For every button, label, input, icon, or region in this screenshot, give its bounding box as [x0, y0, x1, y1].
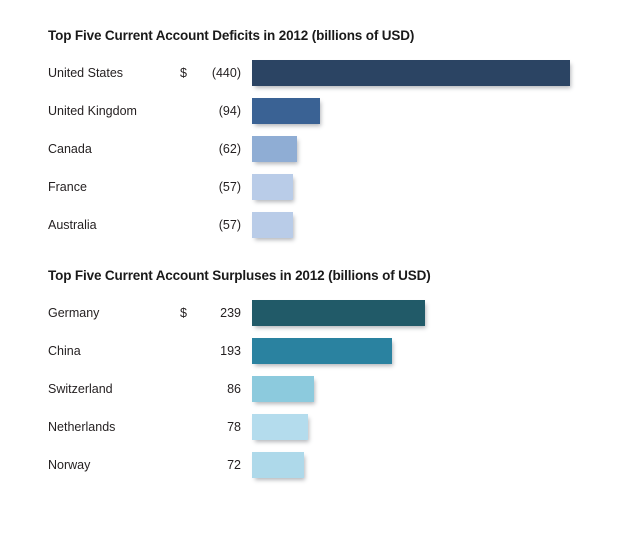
bar-united-states — [252, 60, 570, 86]
row-value: 86 — [227, 382, 241, 396]
bar-track — [252, 338, 617, 364]
row-label: Germany — [48, 306, 100, 320]
row-value: (440) — [211, 66, 241, 80]
bar-track — [252, 414, 617, 440]
table-row: China 193 — [0, 332, 623, 370]
row-label: Canada — [48, 142, 92, 156]
surpluses-rows: Germany $ 239 China 193 Switzerland 86 — [0, 294, 623, 484]
row-value: 239 — [220, 306, 241, 320]
table-row: France (57) — [0, 168, 623, 206]
deficits-section-title: Top Five Current Account Deficits in 201… — [48, 28, 415, 43]
table-row: Norway 72 — [0, 446, 623, 484]
row-label: China — [48, 344, 81, 358]
surpluses-section-title: Top Five Current Account Surpluses in 20… — [48, 268, 431, 283]
row-label: Netherlands — [48, 420, 116, 434]
bar-germany — [252, 300, 425, 326]
row-label: Norway — [48, 458, 91, 472]
bar-australia — [252, 212, 294, 238]
table-row: Switzerland 86 — [0, 370, 623, 408]
bar-track — [252, 300, 617, 326]
table-row: United States $ (440) — [0, 54, 623, 92]
bar-track — [252, 212, 617, 238]
row-value: (57) — [218, 180, 241, 194]
bar-united-kingdom — [252, 98, 320, 124]
bar-track — [252, 136, 617, 162]
row-value: (57) — [218, 218, 241, 232]
bar-track — [252, 376, 617, 402]
row-currency-symbol: $ — [180, 306, 187, 320]
bar-track — [252, 60, 617, 86]
row-label: United States — [48, 66, 124, 80]
bar-china — [252, 338, 392, 364]
bar-canada — [252, 136, 297, 162]
row-value: 78 — [227, 420, 241, 434]
row-label: Australia — [48, 218, 97, 232]
row-value: (94) — [218, 104, 241, 118]
bar-track — [252, 98, 617, 124]
row-label: Switzerland — [48, 382, 113, 396]
row-value: 193 — [220, 344, 241, 358]
deficits-rows: United States $ (440) United Kingdom (94… — [0, 54, 623, 244]
table-row: Netherlands 78 — [0, 408, 623, 446]
table-row: Canada (62) — [0, 130, 623, 168]
row-value: (62) — [218, 142, 241, 156]
row-currency-symbol: $ — [180, 66, 187, 80]
table-row: Australia (57) — [0, 206, 623, 244]
bar-france — [252, 174, 294, 200]
bar-netherlands — [252, 414, 309, 440]
table-row: Germany $ 239 — [0, 294, 623, 332]
bar-track — [252, 452, 617, 478]
row-label: France — [48, 180, 87, 194]
bar-norway — [252, 452, 304, 478]
bar-switzerland — [252, 376, 315, 402]
table-row: United Kingdom (94) — [0, 92, 623, 130]
row-value: 72 — [227, 458, 241, 472]
row-label: United Kingdom — [48, 104, 137, 118]
bar-track — [252, 174, 617, 200]
